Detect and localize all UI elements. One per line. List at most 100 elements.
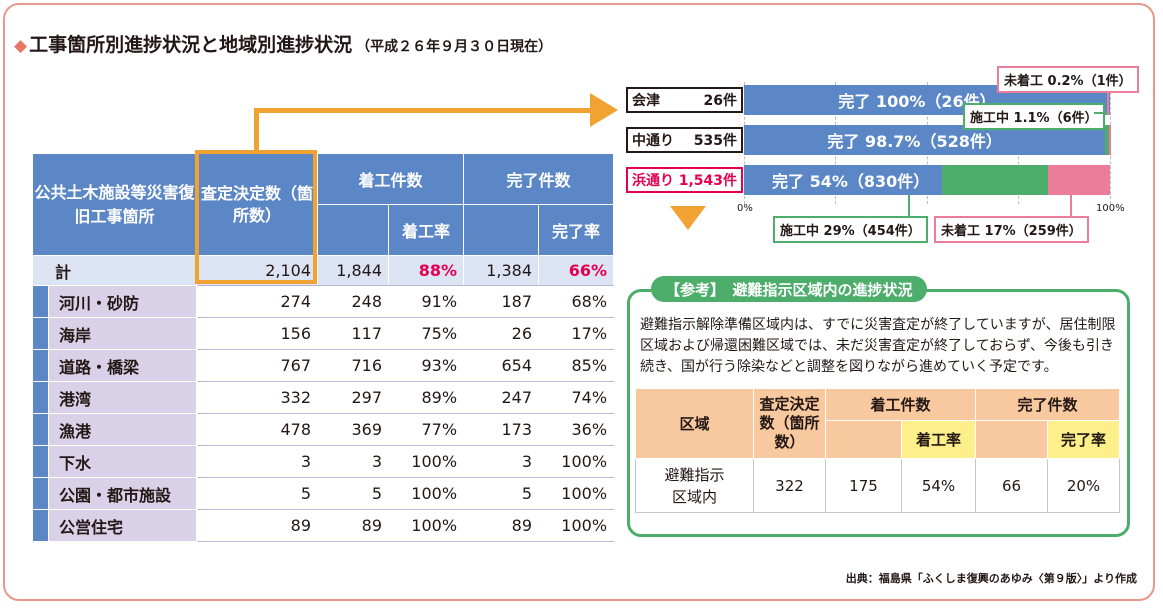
label-aizu-not-started: 未着工 0.2%（1件） bbox=[997, 66, 1139, 93]
cell-count: 89 bbox=[196, 509, 319, 542]
cell-started-rate: 88% bbox=[388, 255, 465, 286]
connector-line bbox=[1070, 195, 1072, 217]
diamond-icon: ◆ bbox=[14, 36, 28, 56]
row-side bbox=[32, 349, 49, 382]
label-hama-not-started: 未着工 17%（259件） bbox=[934, 216, 1089, 243]
row-side bbox=[32, 509, 49, 542]
cell-started: 1,844 bbox=[317, 255, 390, 286]
header-completed-rate: 完了率 bbox=[538, 204, 615, 256]
cell-count: 332 bbox=[196, 381, 319, 414]
row-side bbox=[32, 477, 49, 510]
region-name: 会津 bbox=[632, 93, 660, 109]
ref-header-completed-rate: 完了率 bbox=[1047, 420, 1121, 459]
table-row: 海岸 156 117 75% 26 17% bbox=[32, 317, 615, 350]
reference-text: 避難指示解除準備区域内は、すでに災害査定が終了していますが、居住制限区域および帰… bbox=[640, 317, 1116, 375]
arrow-line bbox=[254, 108, 594, 113]
table-row: 下水 3 3 100% 3 100% bbox=[32, 445, 615, 478]
cell-completed: 89 bbox=[463, 509, 540, 542]
cell-count: 5 bbox=[196, 477, 319, 510]
row-label: 海岸 bbox=[47, 317, 198, 350]
ref-cell-started-rate: 54% bbox=[900, 458, 977, 513]
ref-header-completed-blank bbox=[975, 420, 1049, 459]
bar-track: 完了 98.7%（528件） bbox=[744, 125, 1111, 155]
row-side bbox=[32, 445, 49, 478]
region-name: 中通り bbox=[632, 133, 674, 149]
row-label: 公営住宅 bbox=[47, 509, 198, 542]
ref-table-row: 避難指示区域内 322 175 54% 66 20% bbox=[635, 458, 1121, 513]
label-hama-in-progress: 施工中 29%（454件） bbox=[773, 216, 928, 243]
cell-started-rate: 77% bbox=[388, 413, 465, 446]
cell-completed: 1,384 bbox=[463, 255, 540, 286]
header-completed: 完了件数 bbox=[463, 153, 615, 205]
ref-header-completed: 完了件数 bbox=[975, 388, 1121, 421]
cell-count: 2,104 bbox=[196, 255, 319, 286]
reference-title: 【参考】 避難指示区域内の進捗状況 bbox=[651, 276, 927, 302]
region-label: 浜通り 1,543件 bbox=[626, 167, 743, 193]
cell-started: 89 bbox=[317, 509, 390, 542]
cell-count: 156 bbox=[196, 317, 319, 350]
ref-cell-completed: 66 bbox=[975, 458, 1049, 513]
cell-started-rate: 100% bbox=[388, 509, 465, 542]
bar-completed: 完了 54%（830件） bbox=[744, 165, 942, 195]
table-row: 道路・橋梁 767 716 93% 654 85% bbox=[32, 349, 615, 382]
cell-completed-rate: 36% bbox=[538, 413, 615, 446]
cell-count: 3 bbox=[196, 445, 319, 478]
cell-count: 767 bbox=[196, 349, 319, 382]
cell-completed: 3 bbox=[463, 445, 540, 478]
header-started: 着工件数 bbox=[317, 153, 465, 205]
region-count: 26件 bbox=[703, 93, 737, 109]
arrow-down-icon bbox=[670, 206, 706, 230]
row-side bbox=[32, 413, 49, 446]
cell-started-rate: 75% bbox=[388, 317, 465, 350]
table-row: 港湾 332 297 89% 247 74% bbox=[32, 381, 615, 414]
title-date: （平成２６年９月３０日現在） bbox=[356, 39, 553, 55]
table-row: 漁港 478 369 77% 173 36% bbox=[32, 413, 615, 446]
cell-completed: 173 bbox=[463, 413, 540, 446]
tick-label: 100% bbox=[1096, 203, 1125, 214]
row-label: 計 bbox=[31, 255, 198, 286]
row-label: 河川・砂防 bbox=[47, 285, 198, 318]
ref-cell-completed-rate: 20% bbox=[1047, 458, 1121, 513]
ref-header-count: 査定決定数（箇所数） bbox=[753, 388, 826, 459]
label-naka-in-progress: 施工中 1.1%（6件） bbox=[963, 103, 1105, 130]
cell-completed-rate: 85% bbox=[538, 349, 615, 382]
bar-value-label: 完了 98.7%（528件） bbox=[827, 132, 1002, 151]
ref-header-area: 区域 bbox=[635, 388, 754, 459]
source-note: 出典：福島県「ふくしま復興のあゆみ〈第９版〉」より作成 bbox=[845, 572, 1137, 585]
cell-completed-rate: 68% bbox=[538, 285, 615, 318]
ref-header-started-blank bbox=[825, 420, 902, 459]
cell-completed: 26 bbox=[463, 317, 540, 350]
cell-completed: 654 bbox=[463, 349, 540, 382]
region-count: 535件 bbox=[693, 133, 737, 149]
cell-completed: 187 bbox=[463, 285, 540, 318]
bar-value-label: 完了 100%（26件） bbox=[838, 92, 996, 111]
cell-started: 716 bbox=[317, 349, 390, 382]
progress-table: 公共土木施設等災害復旧工事箇所 査定決定数（箇所数） 着工件数 完了件数 着工率… bbox=[31, 153, 615, 542]
ref-cell-count: 322 bbox=[753, 458, 826, 513]
table-row: 公営住宅 89 89 100% 89 100% bbox=[32, 509, 615, 542]
cell-started: 5 bbox=[317, 477, 390, 510]
cell-started: 297 bbox=[317, 381, 390, 414]
cell-completed-rate: 100% bbox=[538, 509, 615, 542]
cell-completed-rate: 100% bbox=[538, 445, 615, 478]
cell-started-rate: 100% bbox=[388, 445, 465, 478]
row-label: 公園・都市施設 bbox=[47, 477, 198, 510]
row-label: 下水 bbox=[47, 445, 198, 478]
page-title: ◆ 工事箇所別進捗状況と地域別進捗状況 （平成２６年９月３０日現在） bbox=[14, 34, 553, 56]
bar-in-progress bbox=[1105, 125, 1110, 155]
row-label: 道路・橋梁 bbox=[47, 349, 198, 382]
bar-in-progress bbox=[941, 165, 1048, 195]
cell-started: 117 bbox=[317, 317, 390, 350]
cell-completed: 5 bbox=[463, 477, 540, 510]
cell-started: 369 bbox=[317, 413, 390, 446]
bar-completed: 完了 98.7%（528件） bbox=[744, 125, 1106, 155]
cell-completed: 247 bbox=[463, 381, 540, 414]
region-count: 1,543件 bbox=[678, 173, 737, 189]
ref-header-started-rate: 着工率 bbox=[900, 420, 977, 459]
bar-track: 完了 54%（830件） bbox=[744, 165, 1110, 195]
reference-table: 区域 査定決定数（箇所数） 着工件数 完了件数 着工率 完了率 避難指示区域内 … bbox=[635, 388, 1121, 513]
header-count: 査定決定数（箇所数） bbox=[196, 153, 319, 256]
cell-completed-rate: 100% bbox=[538, 477, 615, 510]
arrow-line bbox=[254, 108, 259, 152]
cell-completed-rate: 17% bbox=[538, 317, 615, 350]
